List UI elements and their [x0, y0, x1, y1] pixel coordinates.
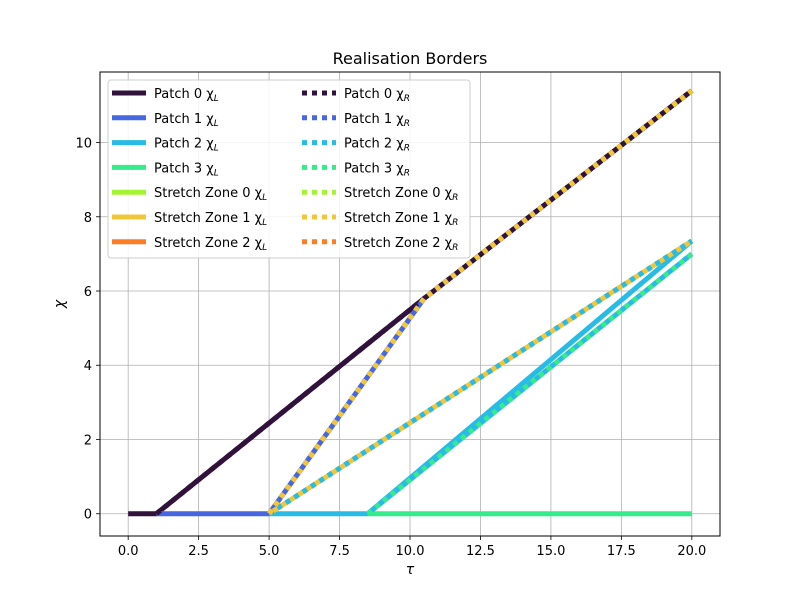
series-line-dotted-2	[267, 238, 694, 516]
x-ticks: 0.0 2.5 5.0 7.5 10.0 12.5 15.0 17.5 20.0	[118, 536, 706, 559]
legend-label: Stretch Zone 1 χR	[344, 211, 458, 228]
y-tick-label: 2	[84, 433, 92, 448]
legend-label: Patch 2 χR	[344, 137, 410, 154]
y-ticks: 0 2 4 6 8 10	[75, 137, 100, 523]
x-tick-label: 2.5	[188, 544, 209, 559]
x-tick-label: 17.5	[607, 544, 636, 559]
legend-label: Patch 2 χL	[154, 137, 219, 154]
series-line-extra-1	[366, 251, 694, 516]
legend-label: Patch 1 χR	[344, 112, 410, 129]
chart-title: Realisation Borders	[333, 49, 488, 68]
legend-label: Stretch Zone 0 χR	[344, 186, 458, 203]
y-tick-label: 8	[84, 211, 92, 226]
y-tick-label: 6	[84, 285, 92, 300]
x-tick-label: 15.0	[536, 544, 565, 559]
y-tick-label: 10	[75, 137, 92, 152]
series-line-dotted-0	[154, 88, 694, 516]
legend-label: Patch 0 χL	[154, 87, 219, 104]
x-tick-label: 20.0	[677, 544, 706, 559]
legend-label: Patch 0 χR	[344, 87, 410, 104]
legend-label: Stretch Zone 2 χR	[344, 236, 458, 253]
legend-label: Patch 1 χL	[154, 112, 219, 129]
y-tick-label: 0	[84, 508, 92, 523]
legend-label: Patch 3 χR	[344, 161, 410, 178]
series-line-dotted-5	[267, 88, 694, 516]
x-tick-label: 7.5	[329, 544, 350, 559]
x-axis-label: τ	[406, 562, 415, 578]
x-tick-label: 5.0	[259, 544, 280, 559]
legend-label: Stretch Zone 2 χL	[154, 236, 267, 253]
legend-label: Patch 3 χL	[154, 161, 219, 178]
x-tick-label: 12.5	[466, 544, 495, 559]
legend-label: Stretch Zone 0 χL	[154, 186, 267, 203]
series-lines	[128, 88, 694, 517]
x-tick-label: 10.0	[396, 544, 425, 559]
y-axis-label: χ	[52, 299, 68, 309]
x-tick-label: 0.0	[118, 544, 139, 559]
legend-label: Stretch Zone 1 χL	[154, 211, 267, 228]
legend: Patch 0 χL Patch 1 χL Patch 2 χL Patch 3 χL…	[107, 79, 471, 259]
y-tick-label: 4	[84, 359, 92, 374]
legend-box	[107, 79, 471, 259]
